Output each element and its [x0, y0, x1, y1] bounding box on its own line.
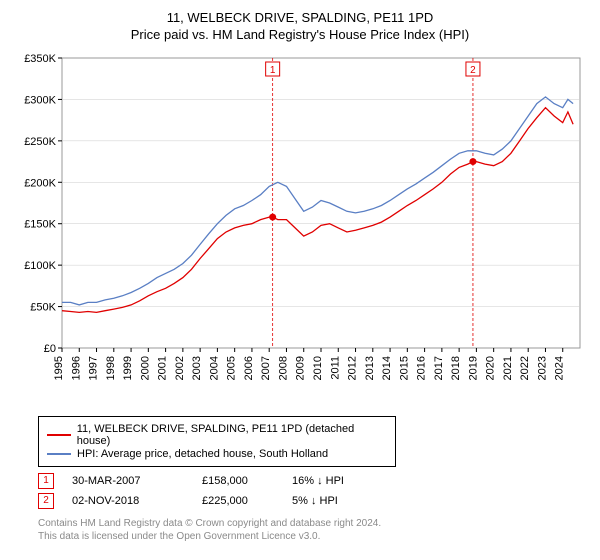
legend-swatch	[47, 434, 71, 436]
svg-text:2002: 2002	[174, 356, 186, 380]
sale-price: £158,000	[202, 475, 292, 487]
chart-container: 11, WELBECK DRIVE, SPALDING, PE11 1PD Pr…	[0, 0, 600, 551]
footnote-line-1: Contains HM Land Registry data © Crown c…	[38, 517, 590, 530]
svg-text:1: 1	[270, 65, 276, 76]
legend-item: 11, WELBECK DRIVE, SPALDING, PE11 1PD (d…	[47, 423, 387, 447]
svg-text:2003: 2003	[191, 356, 203, 380]
svg-text:2022: 2022	[519, 356, 531, 380]
chart-subtitle: Price paid vs. HM Land Registry's House …	[10, 27, 590, 42]
svg-text:2016: 2016	[416, 356, 428, 380]
svg-text:£0: £0	[44, 343, 56, 355]
chart-title: 11, WELBECK DRIVE, SPALDING, PE11 1PD	[10, 10, 590, 25]
svg-text:1999: 1999	[122, 356, 134, 380]
svg-text:£100K: £100K	[24, 260, 56, 272]
svg-text:£150K: £150K	[24, 219, 56, 231]
svg-text:2015: 2015	[398, 356, 410, 380]
sale-table: 1 30-MAR-2007£158,00016% ↓ HPI 2 02-NOV-201…	[38, 473, 590, 509]
sale-price: £225,000	[202, 495, 292, 507]
svg-text:2012: 2012	[347, 356, 359, 380]
legend: 11, WELBECK DRIVE, SPALDING, PE11 1PD (d…	[38, 416, 396, 467]
svg-text:£350K: £350K	[24, 53, 56, 65]
sale-row: 2 02-NOV-2018£225,0005% ↓ HPI	[38, 493, 590, 509]
sale-diff: 16% ↓ HPI	[292, 475, 382, 487]
svg-text:£50K: £50K	[30, 302, 56, 314]
svg-text:2000: 2000	[139, 356, 151, 380]
sale-marker-number: 1	[38, 473, 54, 489]
svg-text:2006: 2006	[243, 356, 255, 380]
svg-text:2: 2	[470, 65, 476, 76]
svg-text:2004: 2004	[208, 356, 220, 380]
svg-text:2023: 2023	[536, 356, 548, 380]
legend-label: 11, WELBECK DRIVE, SPALDING, PE11 1PD (d…	[77, 423, 387, 447]
sale-diff: 5% ↓ HPI	[292, 495, 382, 507]
svg-text:2019: 2019	[467, 356, 479, 380]
svg-text:1996: 1996	[70, 356, 82, 380]
sale-marker-number: 2	[38, 493, 54, 509]
svg-text:2007: 2007	[260, 356, 272, 380]
sale-row: 1 30-MAR-2007£158,00016% ↓ HPI	[38, 473, 590, 489]
svg-text:£300K: £300K	[24, 94, 56, 106]
footnote: Contains HM Land Registry data © Crown c…	[38, 517, 590, 543]
svg-text:2018: 2018	[450, 356, 462, 380]
svg-text:£250K: £250K	[24, 136, 56, 148]
sale-date: 02-NOV-2018	[72, 495, 202, 507]
svg-text:2001: 2001	[157, 356, 169, 380]
svg-text:£200K: £200K	[24, 177, 56, 189]
footnote-line-2: This data is licensed under the Open Gov…	[38, 530, 590, 543]
chart-plot: £0 £50K £100K £150K £200K £250K £300K £350K 1995…	[10, 48, 590, 408]
legend-label: HPI: Average price, detached house, Sout…	[77, 448, 328, 460]
svg-text:2013: 2013	[364, 356, 376, 380]
svg-text:1995: 1995	[53, 356, 65, 380]
svg-text:2008: 2008	[277, 356, 289, 380]
svg-text:2011: 2011	[329, 356, 341, 380]
svg-text:2010: 2010	[312, 356, 324, 380]
svg-text:2021: 2021	[502, 356, 514, 380]
legend-swatch	[47, 453, 71, 455]
svg-text:2014: 2014	[381, 356, 393, 380]
svg-text:2005: 2005	[226, 356, 238, 380]
svg-text:1997: 1997	[88, 356, 100, 380]
svg-text:2024: 2024	[554, 356, 566, 380]
sale-date: 30-MAR-2007	[72, 475, 202, 487]
svg-text:2009: 2009	[295, 356, 307, 380]
legend-item: HPI: Average price, detached house, Sout…	[47, 448, 387, 460]
svg-text:2020: 2020	[485, 356, 497, 380]
svg-text:1998: 1998	[105, 356, 117, 380]
svg-text:2017: 2017	[433, 356, 445, 380]
